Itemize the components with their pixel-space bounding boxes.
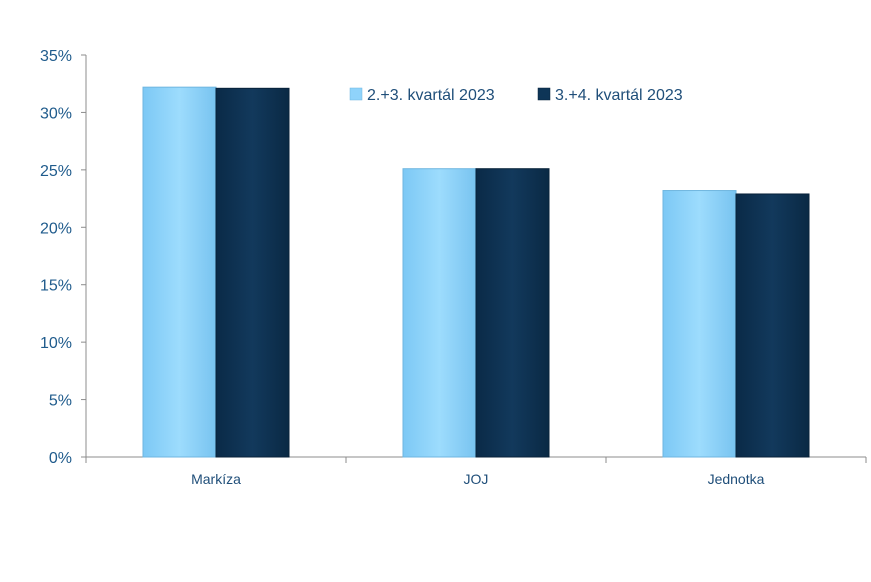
y-tick-label: 35% bbox=[40, 48, 72, 65]
x-tick-label: Jednotka bbox=[708, 471, 765, 487]
x-tick-label: JOJ bbox=[464, 471, 489, 487]
bar-2-0 bbox=[215, 87, 290, 458]
bar-2-1 bbox=[475, 168, 550, 458]
legend-swatch-1 bbox=[349, 87, 363, 101]
legend-swatch-2 bbox=[537, 87, 551, 101]
y-tick-label: 20% bbox=[40, 220, 72, 237]
y-tick-label: 15% bbox=[40, 278, 72, 295]
bars bbox=[142, 86, 810, 458]
y-tick-label: 0% bbox=[49, 450, 72, 467]
bar-1-1 bbox=[402, 168, 477, 458]
bar-1-2 bbox=[662, 190, 737, 458]
legend-label-1: 2.+3. kvartál 2023 bbox=[367, 87, 495, 104]
axes: 0% 5% 10% 15% 20% 25% 30% 35% Markíza JOJ Jednotka bbox=[40, 48, 867, 487]
y-tick-label: 5% bbox=[49, 393, 72, 410]
y-tick-label: 30% bbox=[40, 105, 72, 122]
legend-label-2: 3.+4. kvartál 2023 bbox=[555, 87, 683, 104]
y-tick-label: 10% bbox=[40, 335, 72, 352]
bar-1-0 bbox=[142, 86, 217, 458]
bar-2-2 bbox=[735, 193, 810, 458]
x-tick-label: Markíza bbox=[191, 471, 241, 487]
y-tick-label: 25% bbox=[40, 163, 72, 180]
legend: 2.+3. kvartál 2023 3.+4. kvartál 2023 bbox=[349, 87, 683, 104]
